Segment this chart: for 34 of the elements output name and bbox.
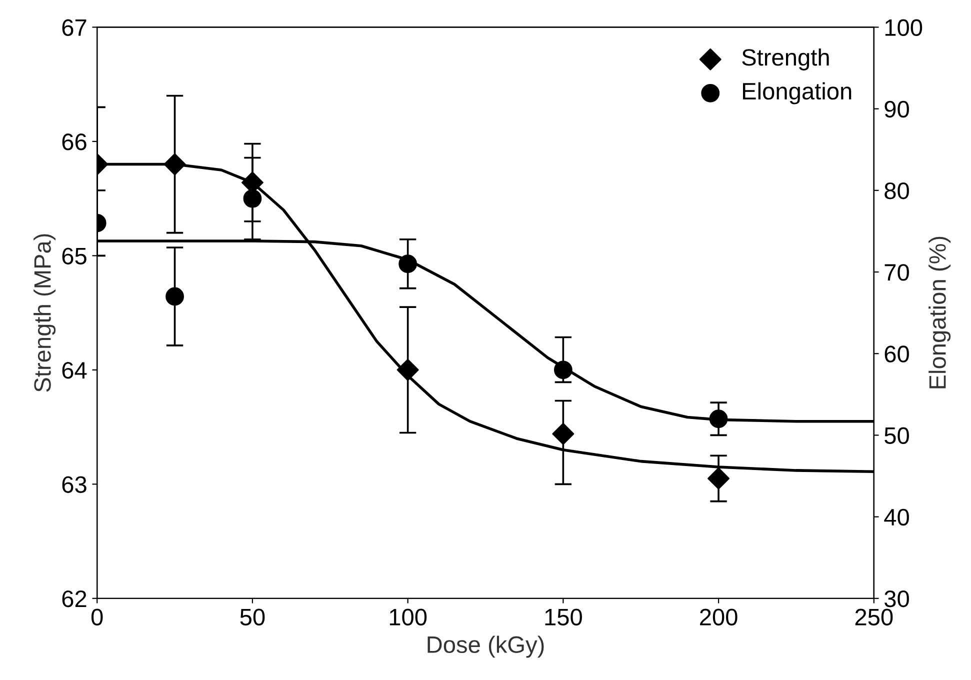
y2-tick-label: 30 [884, 590, 909, 608]
y-tick-label: 63 [62, 476, 86, 493]
x-tick-label: 150 [545, 608, 582, 626]
point [166, 287, 184, 306]
y2-axis-title: Elongation (%) [928, 236, 951, 388]
point [709, 410, 728, 428]
point [554, 360, 572, 380]
x-tick-label: 100 [390, 608, 427, 626]
y2-tick-label: 100 [885, 19, 922, 36]
y-tick-label: 66 [62, 134, 86, 150]
point [552, 422, 574, 445]
y2-tick-label: 50 [884, 427, 909, 444]
point [398, 254, 418, 274]
legend-label: Elongation [743, 82, 852, 104]
y2-tick-label: 80 [884, 182, 909, 200]
y-tick-label: 65 [62, 248, 86, 264]
y2-tick-label: 60 [884, 346, 909, 362]
y-tick-label: 67 [62, 19, 86, 36]
x-axis-title: Dose (kGy) [428, 636, 544, 658]
y-tick-label: 62 [62, 590, 86, 608]
y2-tick-label: 70 [884, 264, 909, 281]
point [396, 358, 419, 381]
y2-tick-label: 40 [884, 508, 909, 526]
x-tick-label: 0 [91, 608, 103, 626]
point [243, 189, 262, 208]
x-tick-label: 50 [240, 608, 265, 626]
x-tick-label: 250 [855, 608, 893, 626]
y-axis-title: Strength (MPa) [34, 234, 56, 392]
legend-label: Strength [742, 48, 829, 70]
point [164, 153, 186, 176]
x-tick-label: 200 [700, 608, 738, 626]
y2-tick-label: 90 [884, 100, 909, 118]
y-tick-label: 64 [62, 362, 87, 379]
point [708, 467, 730, 490]
